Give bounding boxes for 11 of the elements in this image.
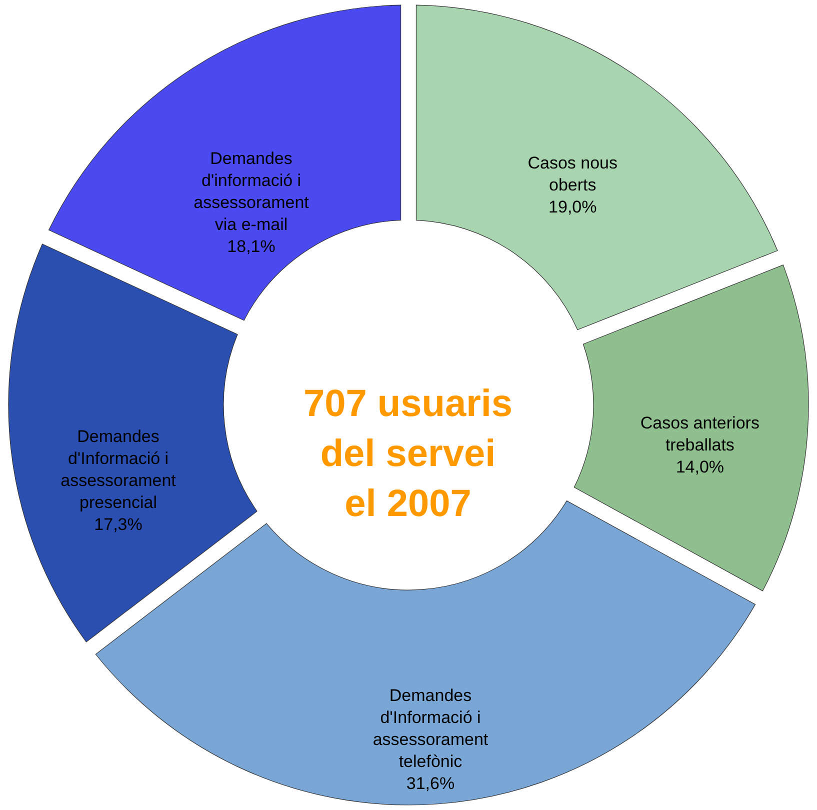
data-label: 17,3% — [94, 515, 142, 534]
slice-label: Demandes d'Informació i assessorament telefònic — [372, 686, 488, 772]
slice-label: Demandes d'Informació i assessorament presencial — [60, 427, 176, 512]
slice-label: Casos nous oberts — [528, 153, 618, 194]
slice-label: Demandes d'informació i assessorament via e-mail — [194, 148, 310, 234]
data-label: 31,6% — [406, 774, 455, 794]
data-label: 14,0% — [676, 457, 724, 476]
data-label: 19,0% — [548, 197, 597, 216]
data-label: 18,1% — [227, 236, 276, 256]
slice-label: Casos anteriors treballats — [640, 413, 760, 454]
text: 707 usuaris del servei el 2007 — [303, 383, 513, 525]
